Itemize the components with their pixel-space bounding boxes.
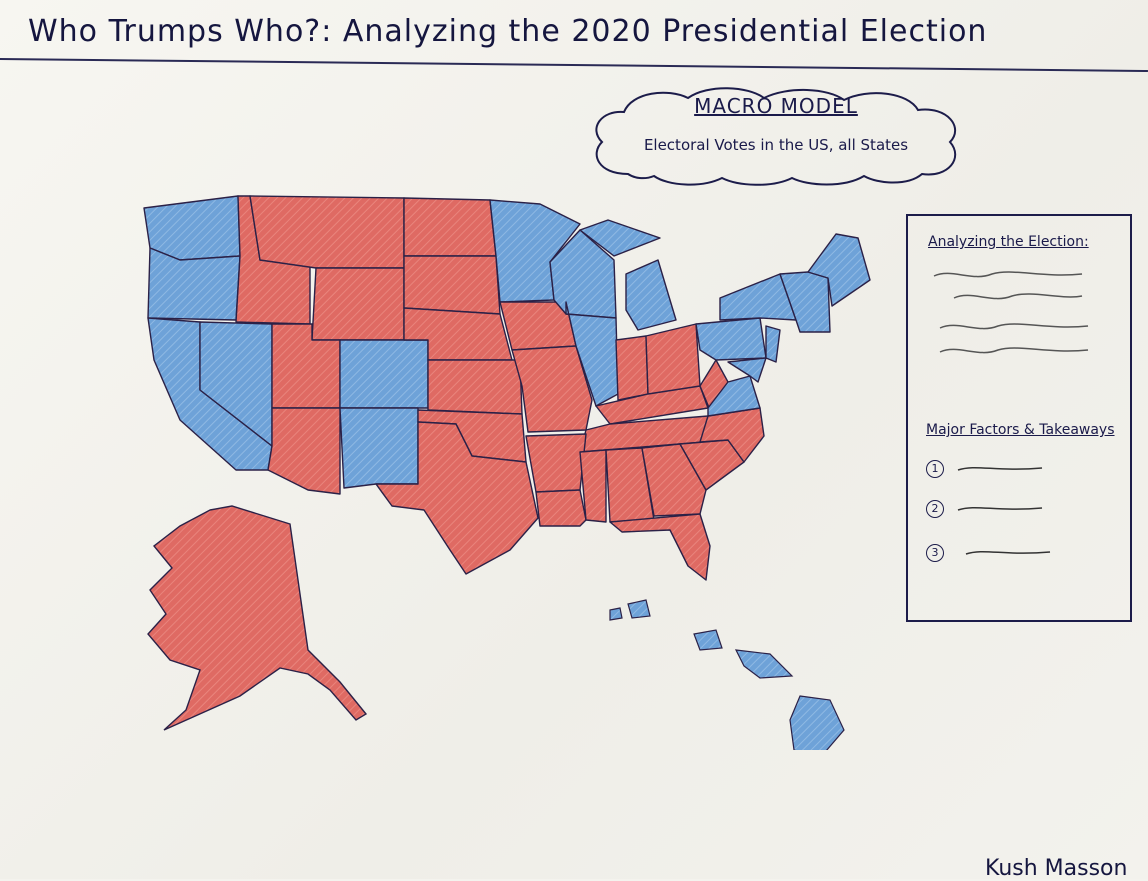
state-michigan-up — [579, 219, 661, 257]
squiggle-line-icon — [953, 293, 1083, 300]
squiggle-line-icon — [939, 347, 1089, 354]
squiggle-line-icon — [939, 323, 1089, 330]
analyzing-heading: Analyzing the Election: — [928, 234, 1089, 250]
state-new-york — [719, 273, 797, 321]
state-arkansas — [525, 433, 587, 493]
state-maine — [807, 233, 871, 307]
state-washington — [143, 195, 241, 261]
macro-model-heading: MACRO MODEL — [694, 94, 858, 118]
state-hawaii — [609, 599, 845, 750]
state-virginia — [707, 375, 761, 417]
state-mississippi — [579, 449, 607, 523]
macro-model-subtitle: Electoral Votes in the US, all States — [643, 136, 909, 154]
state-wyoming — [311, 267, 405, 341]
author-signature: Kush Masson — [985, 856, 1128, 881]
state-colorado — [339, 339, 429, 409]
cloud-shape-icon — [595, 87, 957, 186]
state-maryland — [727, 357, 767, 383]
us-electoral-map — [143, 195, 871, 750]
squiggle-line-icon — [965, 550, 1051, 555]
state-indiana — [615, 335, 649, 401]
state-ohio — [645, 323, 701, 397]
state-north-dakota — [403, 197, 497, 257]
squiggle-line-icon — [933, 271, 1083, 278]
factor-number-3: 3 — [926, 544, 944, 562]
state-texas — [375, 421, 539, 575]
squiggle-line-icon — [957, 466, 1043, 471]
major-factors-heading: Major Factors & Takeaways — [926, 422, 1115, 438]
state-michigan — [625, 259, 677, 331]
state-alaska — [147, 505, 368, 731]
factor-number-2: 2 — [926, 500, 944, 518]
state-new-mexico — [339, 407, 419, 489]
state-pennsylvania — [695, 317, 767, 361]
state-oregon — [147, 247, 241, 321]
state-montana — [249, 195, 405, 269]
state-new-jersey — [765, 325, 781, 363]
page-title: Who Trumps Who?: Analyzing the 2020 Pres… — [28, 14, 988, 49]
state-florida — [609, 513, 711, 581]
macro-model-callout: MACRO MODEL Electoral Votes in the US, a… — [588, 84, 964, 186]
squiggle-line-icon — [957, 506, 1043, 511]
factor-number-1: 1 — [926, 460, 944, 478]
state-kansas — [427, 359, 523, 415]
state-arizona — [267, 407, 341, 495]
state-louisiana — [535, 489, 587, 527]
analysis-panel: Analyzing the Election: Major Factors & … — [906, 214, 1132, 622]
state-south-dakota — [403, 255, 501, 315]
